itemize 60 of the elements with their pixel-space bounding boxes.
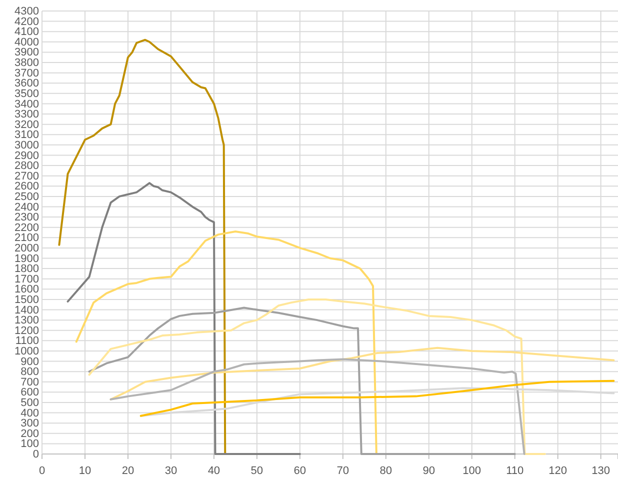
y-tick-label: 2600 <box>14 180 39 193</box>
y-tick-label: 2700 <box>14 170 39 182</box>
y-tick-label: 2200 <box>14 222 39 234</box>
y-tick-label: 1000 <box>14 345 39 358</box>
x-tick-label: 50 <box>250 465 264 478</box>
y-tick-label: 3500 <box>14 88 39 100</box>
y-tick-label: 3200 <box>14 118 39 131</box>
y-tick-label: 4300 <box>14 6 39 18</box>
y-tick-label: 2900 <box>14 150 39 162</box>
y-tick-label: 4100 <box>14 26 39 38</box>
y-tick-label: 700 <box>20 376 39 388</box>
y-tick-label: 4000 <box>14 36 39 48</box>
y-tick-label: 500 <box>20 397 39 410</box>
line-series <box>110 346 615 400</box>
y-tick-label: 1500 <box>14 294 39 306</box>
y-tick-label: 600 <box>20 386 39 399</box>
y-tick-label: 1400 <box>14 304 39 316</box>
y-tick-label: 1800 <box>14 263 39 276</box>
y-tick-label: 3700 <box>14 67 39 80</box>
line-series <box>66 182 301 455</box>
y-tick-label: 800 <box>20 366 39 378</box>
y-tick-label: 300 <box>20 418 39 430</box>
y-tick-label: 1900 <box>14 252 39 265</box>
x-tick-label: 10 <box>78 465 92 478</box>
y-tick-label: 3900 <box>14 46 39 59</box>
y-tick-label: 2500 <box>14 190 39 203</box>
x-tick-label: 70 <box>336 465 350 478</box>
y-tick-label: 3400 <box>14 98 39 110</box>
line-series <box>140 380 615 417</box>
x-tick-label: 90 <box>422 465 435 478</box>
y-tick-label: 2400 <box>14 201 39 214</box>
y-tick-label: 400 <box>20 407 39 420</box>
y-tick-label: 2000 <box>14 242 39 254</box>
x-tick-label: 30 <box>164 465 178 478</box>
y-tick-label: 1300 <box>14 314 39 327</box>
y-tick-label: 1600 <box>14 284 39 296</box>
y-tick-label: 100 <box>20 438 39 450</box>
y-tick-label: 4200 <box>14 16 39 28</box>
x-tick-label: 20 <box>122 465 134 478</box>
x-tick-label: 130 <box>592 465 610 478</box>
y-tick-label: 2100 <box>14 232 39 244</box>
y-tick-label: 3800 <box>14 57 39 70</box>
x-tick-label: 40 <box>208 465 220 478</box>
y-tick-label: 3600 <box>14 78 39 90</box>
y-tick-label: 2800 <box>14 160 39 172</box>
y-tick-label: 3300 <box>14 108 39 121</box>
y-tick-label: 0 <box>32 448 39 461</box>
x-tick-label: 60 <box>294 465 306 478</box>
x-tick-label: 80 <box>380 465 392 478</box>
y-tick-label: 3100 <box>14 129 39 142</box>
y-tick-label: 3000 <box>14 139 39 152</box>
x-tick-label: 110 <box>506 465 524 478</box>
y-tick-label: 1100 <box>15 335 39 348</box>
x-tick-label: 100 <box>462 465 482 478</box>
y-tick-label: 900 <box>20 356 39 368</box>
y-tick-label: 1200 <box>14 324 39 337</box>
y-tick-label: 2300 <box>14 212 39 224</box>
x-tick-label: 120 <box>548 465 567 478</box>
y-tick-label: 200 <box>20 428 39 440</box>
y-tick-label: 1700 <box>14 273 39 286</box>
